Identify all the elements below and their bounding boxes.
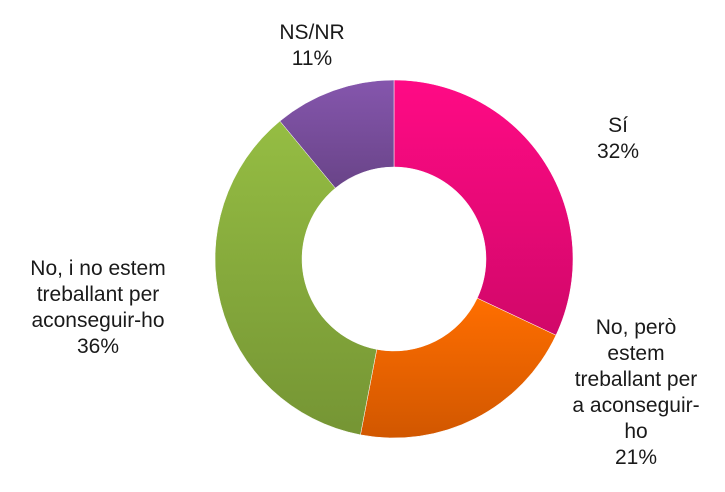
slice-label-2: No, i no estem treballant per aconseguir-h…: [30, 257, 165, 358]
donut-slice-1: [360, 297, 557, 439]
slice-label-0: Sí 32%: [597, 114, 639, 163]
slices-layer: [214, 79, 574, 439]
donut-slice-0: [393, 79, 574, 336]
slice-category-label-2: treballant per: [37, 283, 160, 306]
donut-slice-3: [279, 79, 395, 189]
slice-category-label-2: aconseguir-ho: [31, 309, 164, 332]
slice-category-label-3: NS/NR: [279, 21, 344, 44]
slice-value-label-3: 11%: [292, 47, 332, 70]
slice-value-label-1: 21%: [615, 446, 657, 469]
slice-category-label-1: a aconseguir-: [572, 394, 699, 417]
slice-label-3: NS/NR 11%: [279, 21, 344, 70]
donut-slice-2: [214, 120, 378, 436]
slice-category-label-1: No, però: [596, 316, 677, 339]
slice-category-label-0: Sí: [608, 114, 628, 137]
slice-value-label-0: 32%: [597, 140, 639, 163]
slice-category-label-1: estem: [607, 342, 664, 365]
slice-label-1: No, però estem treballant per a aconseguir-…: [572, 316, 699, 469]
slice-category-label-2: No, i no estem: [30, 257, 165, 280]
slice-value-label-2: 36%: [77, 335, 119, 358]
slice-category-label-1: treballant per: [575, 368, 698, 391]
slice-category-label-1: ho: [624, 420, 647, 443]
labels-layer: Sí 32% No, però estem treballant per a aconse…: [30, 21, 699, 469]
